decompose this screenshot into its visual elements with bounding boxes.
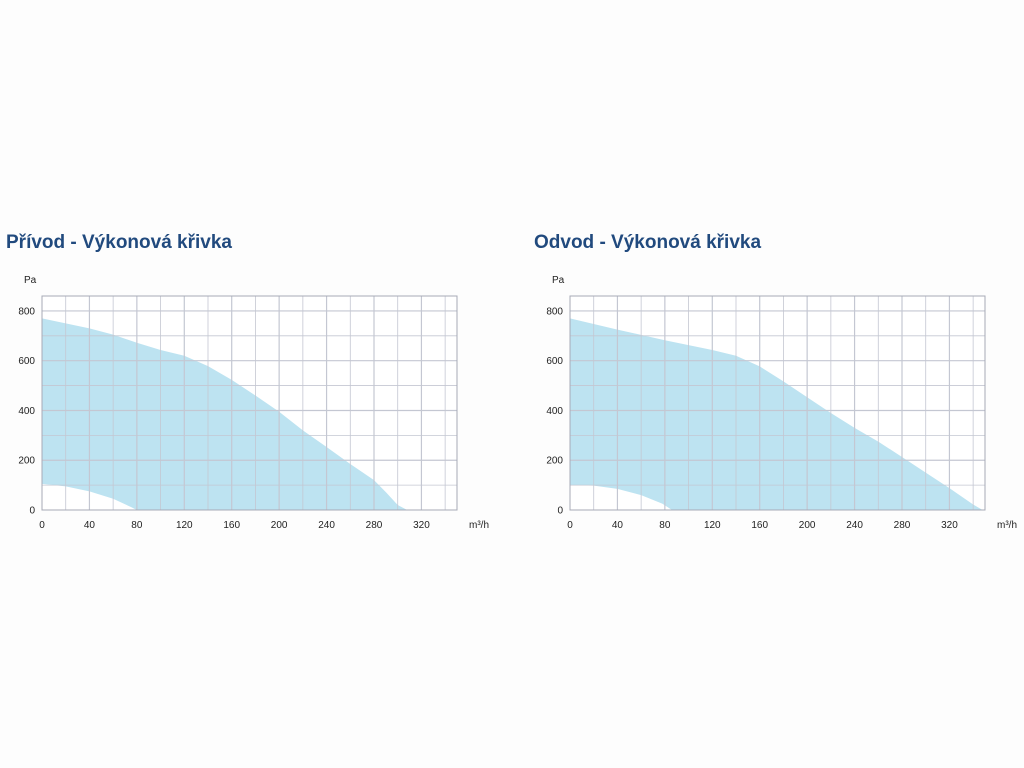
y-tick-label: 800 (18, 306, 35, 317)
x-tick-label: 40 (84, 520, 96, 531)
x-tick-label: 120 (176, 520, 193, 531)
chart-title: Přívod - Výkonová křivka (6, 232, 232, 253)
exhaust-performance-chart: 0 40 80 120 160 200 240 280 320 0 200 400 600 800 Pa m³… (546, 275, 1017, 531)
chart-title: Odvod - Výkonová křivka (534, 232, 762, 253)
x-axis-unit: m³/h (997, 520, 1017, 531)
supply-chart-panel: Přívod - Výkonová křivka 0 40 80 120 160 200 2… (4, 228, 504, 548)
x-tick-label: 160 (223, 520, 240, 531)
y-tick-label: 800 (546, 306, 563, 317)
plot-frame (569, 295, 986, 511)
x-tick-label: 320 (941, 520, 958, 531)
x-tick-label: 120 (704, 520, 721, 531)
y-tick-label: 600 (18, 356, 35, 367)
x-tick-label: 80 (659, 520, 671, 531)
x-tick-label: 240 (846, 520, 863, 531)
x-tick-label: 280 (894, 520, 911, 531)
y-tick-label: 0 (29, 506, 35, 517)
x-tick-label: 40 (612, 520, 624, 531)
y-tick-label: 0 (557, 506, 563, 517)
supply-performance-chart: 0 40 80 120 160 200 240 280 320 0 200 400 600 800 Pa m³… (18, 275, 489, 531)
y-tick-label: 600 (546, 356, 563, 367)
x-tick-label: 280 (366, 520, 383, 531)
performance-area (42, 318, 408, 510)
x-tick-label: 200 (271, 520, 288, 531)
x-tick-label: 240 (318, 520, 335, 531)
y-tick-label: 400 (18, 406, 35, 417)
performance-area (570, 318, 983, 510)
x-tick-label: 80 (131, 520, 143, 531)
y-tick-label: 200 (18, 456, 35, 467)
exhaust-chart-panel: Odvod - Výkonová křivka 0 40 80 120 160 200 24… (532, 228, 1024, 548)
x-tick-label: 320 (413, 520, 430, 531)
x-tick-label: 0 (39, 520, 45, 531)
y-axis-unit: Pa (24, 275, 37, 286)
x-tick-label: 200 (799, 520, 816, 531)
y-axis-unit: Pa (552, 275, 565, 286)
plot-frame (41, 295, 458, 511)
x-axis-unit: m³/h (469, 520, 489, 531)
y-tick-label: 400 (546, 406, 563, 417)
y-tick-label: 200 (546, 456, 563, 467)
x-tick-label: 160 (751, 520, 768, 531)
x-tick-label: 0 (567, 520, 573, 531)
